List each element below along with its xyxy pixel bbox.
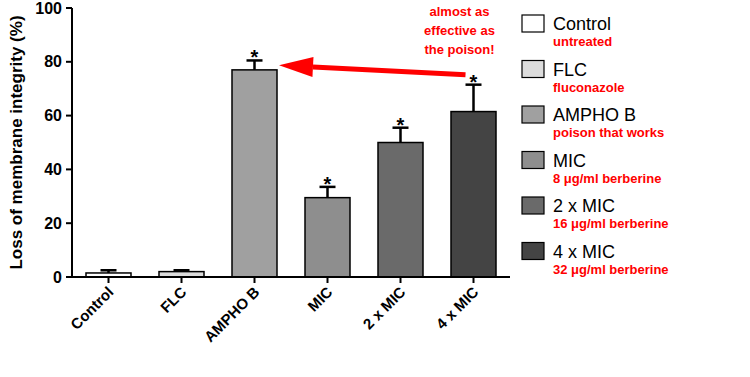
- y-tick-label: 40: [44, 161, 62, 178]
- legend-label: Control: [553, 14, 611, 34]
- bar: [305, 198, 350, 277]
- legend-note: fluconazole: [553, 80, 625, 95]
- x-tick-label: 4 x MIC: [432, 283, 481, 332]
- bars: [86, 60, 496, 277]
- y-axis: [71, 8, 73, 277]
- chart: * * * * 0 20 40 60 80 100 Control FLC AMPHO B MIC 2 x …: [0, 0, 750, 377]
- y-tick-label: 100: [35, 0, 62, 17]
- error-bar: [174, 270, 190, 271]
- error-bar: [101, 270, 117, 273]
- legend-note: 8 μg/ml berberine: [553, 171, 661, 186]
- legend-label: AMPHO B: [553, 105, 636, 125]
- y-tick-label: 80: [44, 53, 62, 70]
- legend-swatch: [522, 61, 544, 78]
- arrow-head: [279, 57, 313, 77]
- bar: [451, 112, 496, 277]
- x-tick: [327, 277, 329, 283]
- y-tick: [66, 115, 72, 117]
- y-tick: [66, 276, 72, 278]
- annotation-text: effective as: [424, 23, 495, 38]
- legend-note: 32 μg/ml berberine: [553, 262, 669, 277]
- x-tick: [181, 277, 183, 283]
- legend-label: FLC: [553, 60, 587, 80]
- bar: [378, 143, 423, 278]
- annotation-arrow: [279, 57, 466, 77]
- error-cap: [101, 269, 117, 272]
- y-tick-label: 0: [53, 269, 62, 286]
- x-tick-label: FLC: [157, 283, 190, 316]
- y-tick: [66, 168, 72, 170]
- legend-note: untreated: [553, 34, 612, 49]
- x-tick: [254, 277, 256, 283]
- error-cap: [174, 269, 190, 272]
- annotation-text: almost as: [430, 4, 490, 19]
- y-tick-label: 20: [44, 215, 62, 232]
- x-tick-label: AMPHO B: [201, 283, 263, 345]
- y-tick: [66, 7, 72, 9]
- legend-label: 2 x MIC: [553, 196, 615, 216]
- x-axis: [72, 276, 510, 278]
- x-tick-label: MIC: [304, 283, 336, 315]
- x-tick-label: Control: [67, 283, 117, 333]
- legend-swatch: [522, 243, 544, 260]
- x-tick: [400, 277, 402, 283]
- annotation-text: the poison!: [424, 42, 494, 57]
- legend-note: poison that works: [553, 125, 664, 140]
- legend-swatch: [522, 152, 544, 169]
- x-tick: [473, 277, 475, 283]
- legend-swatch: [522, 106, 544, 123]
- legend-label: 4 x MIC: [553, 242, 615, 262]
- legend-note: 16 μg/ml berberine: [553, 216, 669, 231]
- x-tick: [108, 277, 110, 283]
- legend-swatch: [522, 15, 544, 32]
- significance-label: *: [324, 173, 332, 195]
- y-axis-label: Loss of membrane integrity (%): [7, 15, 26, 269]
- y-tick: [66, 61, 72, 63]
- legend-label: MIC: [553, 151, 586, 171]
- y-tick-label: 60: [44, 107, 62, 124]
- legend: Controluntreated FLCfluconazole AMPHO Bpoi…: [522, 14, 669, 277]
- arrow-shaft: [313, 67, 466, 75]
- y-tick: [66, 222, 72, 224]
- legend-swatch: [522, 197, 544, 214]
- bar: [232, 70, 277, 277]
- significance-label: *: [397, 114, 405, 136]
- significance-label: *: [251, 46, 259, 68]
- x-tick-label: 2 x MIC: [359, 283, 408, 332]
- significance-label: *: [470, 71, 478, 93]
